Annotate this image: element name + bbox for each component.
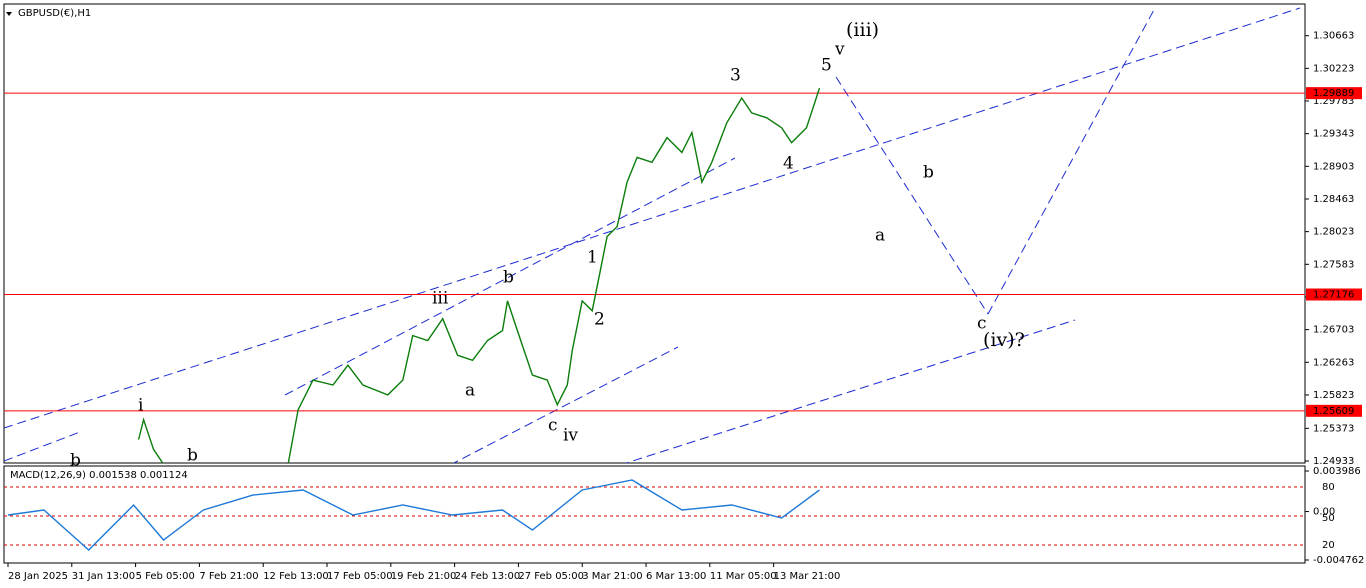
y-tick-label: 1.29343 (1313, 129, 1354, 140)
macd-level-label: 50 (1322, 513, 1335, 524)
macd-level-label: 80 (1322, 482, 1335, 493)
y-tick-label: 1.26703 (1313, 325, 1354, 336)
y-tick-label: 1.25373 (1313, 423, 1354, 434)
macd-tick-label: 0.00 (1313, 507, 1335, 518)
wave-label: b (923, 163, 934, 183)
y-tick-label: 1.30223 (1313, 63, 1354, 74)
x-tick-label: 28 Jan 2025 (8, 571, 68, 582)
y-tick-label: 1.29783 (1313, 96, 1354, 107)
y-tick-label: 1.25823 (1313, 390, 1354, 401)
trend-lines (4, 7, 1301, 463)
x-tick-label: 13 Mar 21:00 (774, 571, 841, 582)
y-tick-label: 1.28903 (1313, 161, 1354, 172)
symbol-title: GBPUSD(€),H1 (18, 8, 91, 19)
wave-label: iv (563, 426, 578, 446)
wave-label: 2 (594, 310, 605, 330)
wave-label: a (465, 381, 475, 401)
macd-title: MACD(12,26,9) 0.001538 0.001124 (10, 470, 188, 481)
x-tick-label: 17 Feb 05:00 (327, 571, 393, 582)
level-tag (1306, 288, 1362, 301)
x-tick-label: 31 Jan 13:00 (72, 571, 135, 582)
y-tick-label: 1.28023 (1313, 227, 1354, 238)
x-tick-label: 19 Feb 21:00 (391, 571, 457, 582)
wave-label: 4 (783, 154, 794, 174)
level-tag-label: 1.25609 (1313, 406, 1354, 417)
macd-tick-label: 0.003986 (1313, 466, 1361, 477)
level-tag-label: 1.29889 (1313, 88, 1354, 99)
wave-label: b (503, 268, 514, 288)
wave-label: 5 (821, 56, 832, 76)
wave-label: c (977, 314, 987, 334)
wave-label: c (548, 416, 558, 436)
macd-line-group (7, 479, 820, 551)
y-tick-label: 1.28463 (1313, 194, 1354, 205)
wave-label: a (875, 226, 885, 246)
y-tick-label: 1.27583 (1313, 259, 1354, 270)
x-tick-label: 27 Feb 05:00 (518, 571, 584, 582)
wave-label: (iii) (846, 19, 879, 41)
x-tick-label: 6 Mar 13:00 (646, 571, 706, 582)
price-line (137, 87, 821, 463)
y-tick-label: 1.30663 (1313, 31, 1354, 42)
wave-label: b (187, 446, 198, 466)
level-tag-label: 1.27176 (1313, 290, 1354, 301)
macd-line (7, 479, 820, 551)
y-tick-label: 1.24933 (1313, 456, 1354, 467)
macd-pane (3, 465, 1306, 564)
price-line-group (137, 87, 821, 463)
wave-label: v (834, 40, 845, 60)
macd-tick-label: -0.004762 (1313, 555, 1364, 566)
x-tick-label: 7 Feb 21:00 (199, 571, 258, 582)
wave-label: 3 (730, 66, 741, 86)
x-tick-label: 3 Mar 21:00 (582, 571, 642, 582)
wave-label: i (138, 396, 144, 416)
wave-label: iii (432, 289, 449, 309)
level-tag (1306, 404, 1362, 417)
price-pane (3, 3, 1306, 464)
y-tick-label: 1.26263 (1313, 357, 1354, 368)
x-tick-label: 12 Feb 13:00 (263, 571, 329, 582)
macd-level-label: 20 (1322, 540, 1335, 551)
x-tick-label: 11 Mar 05:00 (710, 571, 777, 582)
x-tick-label: 5 Feb 05:00 (136, 571, 195, 582)
wave-label: (iv)? (983, 329, 1025, 351)
x-tick-label: 24 Feb 13:00 (455, 571, 521, 582)
wave-label: 1 (587, 248, 598, 268)
wave-label: b (70, 451, 81, 471)
level-tag (1306, 87, 1362, 100)
menu-arrow (6, 12, 12, 16)
